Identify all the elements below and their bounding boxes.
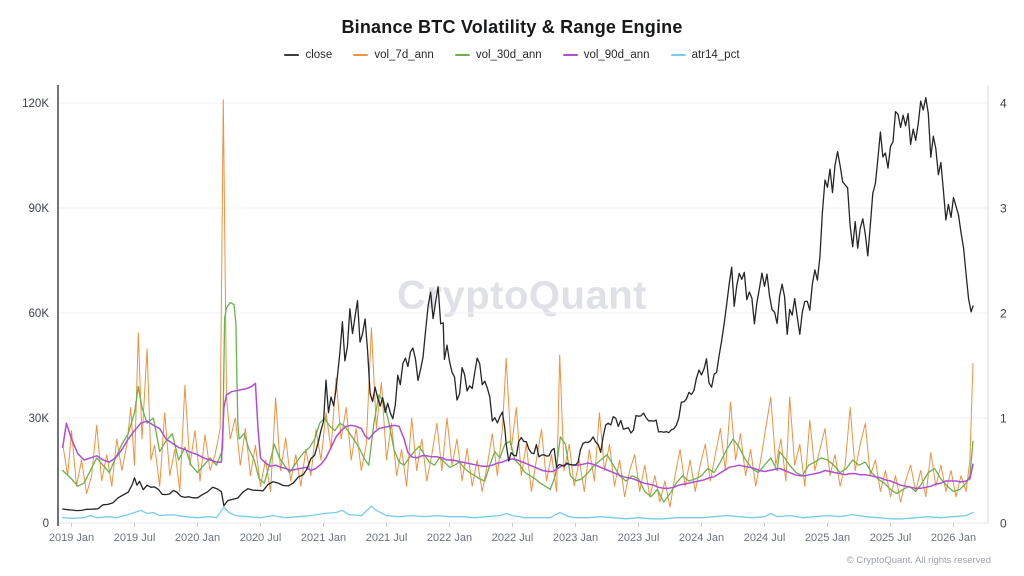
legend-item-atr14_pct[interactable]: atr14_pct <box>670 49 740 61</box>
left-axis-tick-label: 0 <box>43 518 49 530</box>
legend-swatch-icon <box>670 53 686 57</box>
legend-label: vol_7d_ann <box>374 49 434 61</box>
series-line-vol_7d_ann <box>62 99 974 508</box>
legend-swatch-icon <box>353 53 369 57</box>
legend-swatch-icon <box>562 53 578 57</box>
x-axis-tick-label: 2020 Jul <box>240 532 282 544</box>
x-axis-tick-label: 2025 Jul <box>870 532 912 544</box>
copyright-notice: © CryptoQuant. All rights reserved <box>846 555 991 566</box>
left-axis-tick-label: 60K <box>29 308 50 320</box>
x-axis-tick-label: 2023 Jul <box>618 532 660 544</box>
series-line-atr14_pct <box>62 505 974 520</box>
chart-title: Binance BTC Volatility & Range Engine <box>341 17 683 37</box>
x-axis-tick-label: 2021 Jul <box>366 532 408 544</box>
x-axis-tick-label: 2025 Jan <box>805 532 850 544</box>
left-axis-tick-label: 120K <box>22 98 49 110</box>
legend-swatch-icon <box>454 53 470 57</box>
series-line-vol_30d_ann <box>62 301 974 503</box>
x-axis-tick-label: 2019 Jan <box>49 532 94 544</box>
right-axis-tick-label: 3 <box>1000 202 1007 216</box>
x-axis-tick-label: 2026 Jan <box>931 532 976 544</box>
legend-item-vol_90d_ann[interactable]: vol_90d_ann <box>562 49 650 61</box>
x-axis-tick-label: 2024 Jan <box>679 532 724 544</box>
left-axis-tick-label: 90K <box>29 203 50 215</box>
legend-label: vol_30d_ann <box>475 49 542 61</box>
legend-label: vol_90d_ann <box>583 49 650 61</box>
legend-item-close[interactable]: close <box>284 49 332 61</box>
right-axis-tick-label: 0 <box>1000 517 1007 531</box>
series-line-vol_90d_ann <box>61 382 974 490</box>
legend-item-vol_30d_ann[interactable]: vol_30d_ann <box>454 49 542 61</box>
right-axis-tick-label: 2 <box>1000 307 1007 321</box>
x-axis-tick-label: 2023 Jan <box>553 532 598 544</box>
series-line-close <box>62 97 974 512</box>
legend-label: atr14_pct <box>691 49 740 61</box>
x-axis-tick-label: 2022 Jan <box>427 532 472 544</box>
right-axis-tick-label: 1 <box>1000 412 1007 426</box>
legend: close vol_7d_ann vol_30d_ann vol_90d_ann atr… <box>0 49 1024 61</box>
right-axis-tick-label: 4 <box>1000 97 1007 111</box>
x-axis-tick-label: 2024 Jul <box>744 532 786 544</box>
left-axis-tick-label: 30K <box>29 413 50 425</box>
legend-item-vol_7d_ann[interactable]: vol_7d_ann <box>353 49 434 61</box>
x-axis-tick-label: 2020 Jan <box>175 532 220 544</box>
x-axis-tick-label: 2019 Jul <box>114 532 156 544</box>
x-axis-tick-label: 2021 Jan <box>301 532 346 544</box>
legend-swatch-icon <box>284 53 300 57</box>
x-axis-tick-label: 2022 Jul <box>492 532 534 544</box>
legend-label: close <box>305 49 333 61</box>
